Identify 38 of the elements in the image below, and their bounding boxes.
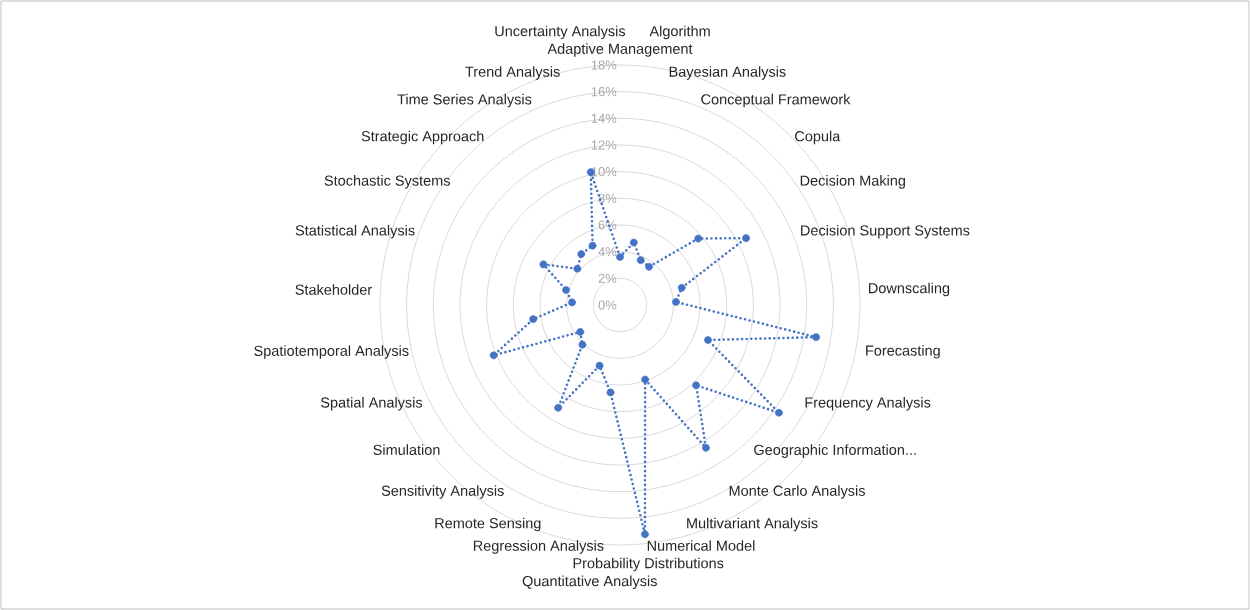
spoke-label: Copula (795, 130, 841, 145)
y-tick-label: 8% (598, 193, 617, 203)
spoke-label: Forecasting (866, 345, 940, 359)
spoke-label: Algorithm (649, 25, 710, 40)
y-tick-label: 0% (598, 300, 617, 310)
spoke-label: Spatial Analysis (320, 396, 423, 411)
y-tick-label: 16% (591, 87, 617, 97)
y-tick-label: 14% (591, 113, 617, 123)
spoke-label: Spatiotemporal Analysis (254, 345, 409, 359)
spoke-label: Bayesian Analysis (669, 66, 786, 80)
spoke-label: Conceptual Framework (701, 93, 851, 108)
spoke-label: Decision Making (800, 175, 905, 189)
spoke-label: Strategic Approach (361, 130, 484, 145)
spoke-label: Multivariant Analysis (687, 517, 818, 532)
y-tick-label: 2% (598, 273, 617, 283)
spoke-label: Decision Support Systems (801, 224, 970, 239)
y-tick-label: 6% (598, 220, 617, 230)
spoke-label: Uncertainty Analysis (495, 25, 626, 40)
spoke-label: Downscaling (869, 282, 950, 297)
y-tick-label: 18% (591, 60, 617, 70)
spoke-label: Trend Analysis (465, 66, 560, 80)
spoke-label: Probability Distributions (573, 557, 724, 572)
spoke-label: Remote Sensing (435, 517, 541, 532)
spoke-label: Geographic Information... (754, 444, 916, 458)
spoke-label: Stochastic Systems (324, 175, 450, 189)
y-tick-label: 12% (591, 140, 617, 150)
spoke-label: Quantitative Analysis (522, 575, 657, 590)
spoke-label: Regression Analysis (473, 540, 604, 554)
spoke-label: Sensitivity Analysis (381, 485, 504, 499)
spoke-label: Frequency Analysis (805, 396, 931, 411)
spoke-label: Statistical Analysis (295, 224, 415, 239)
spoke-label: Time Series Analysis (397, 93, 532, 108)
spoke-label: Simulation (373, 444, 440, 456)
spoke-label: Monte Carlo Analysis (729, 485, 865, 499)
spoke-label: Stakeholder (295, 284, 372, 295)
y-tick-label: 4% (598, 247, 617, 257)
spoke-label: Numerical Model (647, 540, 755, 551)
spoke-label: Adaptive Management (547, 43, 693, 57)
